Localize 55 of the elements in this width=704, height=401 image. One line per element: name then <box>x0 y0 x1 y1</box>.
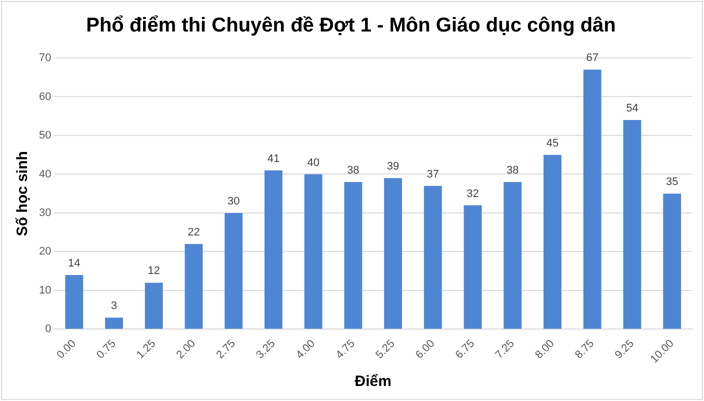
y-tick-label: 20 <box>38 246 52 258</box>
y-tick-label: 70 <box>38 52 52 64</box>
data-label: 14 <box>68 257 80 270</box>
x-tick-label: 8.75 <box>572 338 597 362</box>
bar <box>144 282 163 329</box>
x-tick-label: 6.00 <box>414 338 438 362</box>
data-label: 35 <box>666 176 678 188</box>
x-tick-label: 6.75 <box>453 338 478 362</box>
data-label: 38 <box>506 164 519 177</box>
data-label: 45 <box>546 137 559 150</box>
bar <box>464 205 482 329</box>
x-axis-title: Điểm <box>354 373 392 390</box>
data-label: 3 <box>110 300 118 312</box>
data-label: 54 <box>626 102 638 115</box>
bar <box>184 244 203 329</box>
data-label: 40 <box>307 156 320 169</box>
data-label: 37 <box>426 168 440 180</box>
x-tick-label: 0.00 <box>54 338 78 362</box>
data-label: 22 <box>188 226 200 238</box>
y-tick-label: 60 <box>38 90 52 103</box>
y-axis-title: Số học sinh <box>14 151 32 236</box>
x-tick-label: 9.25 <box>612 338 636 362</box>
y-tick-label: 30 <box>38 207 52 220</box>
x-tick-label: 3.25 <box>254 338 278 362</box>
bar <box>344 182 362 329</box>
bar <box>65 274 84 329</box>
y-tick-label: 50 <box>38 130 52 142</box>
bar <box>663 194 682 329</box>
data-label: 39 <box>386 160 400 173</box>
bar <box>224 212 243 329</box>
bar <box>384 178 402 329</box>
x-tick-label: 5.25 <box>374 338 398 362</box>
y-tick-label: 10 <box>38 284 52 296</box>
data-label: 32 <box>466 188 479 200</box>
data-label: 30 <box>227 196 240 208</box>
data-label: 12 <box>148 265 160 278</box>
bar <box>544 154 562 329</box>
x-tick-label: 4.00 <box>294 338 318 362</box>
data-label: 41 <box>267 152 280 165</box>
chart-title: Phổ điểm thi Chuyên đề Đợt 1 - Môn Giáo dục công dân <box>86 14 616 37</box>
bar <box>583 70 602 329</box>
bar <box>424 186 442 329</box>
data-label: 38 <box>347 164 360 177</box>
bar <box>105 318 123 329</box>
x-tick-label: 4.75 <box>334 338 358 362</box>
y-tick-label: 40 <box>38 168 52 180</box>
data-label: 67 <box>586 52 598 64</box>
x-tick-label: 7.25 <box>493 338 517 362</box>
bar <box>623 120 642 329</box>
x-tick-label: 8.00 <box>533 338 557 362</box>
bar <box>264 170 282 329</box>
bar <box>304 174 322 329</box>
x-tick-label: 0.75 <box>94 338 118 362</box>
bar <box>504 182 522 329</box>
y-tick-label: 0 <box>45 323 52 336</box>
